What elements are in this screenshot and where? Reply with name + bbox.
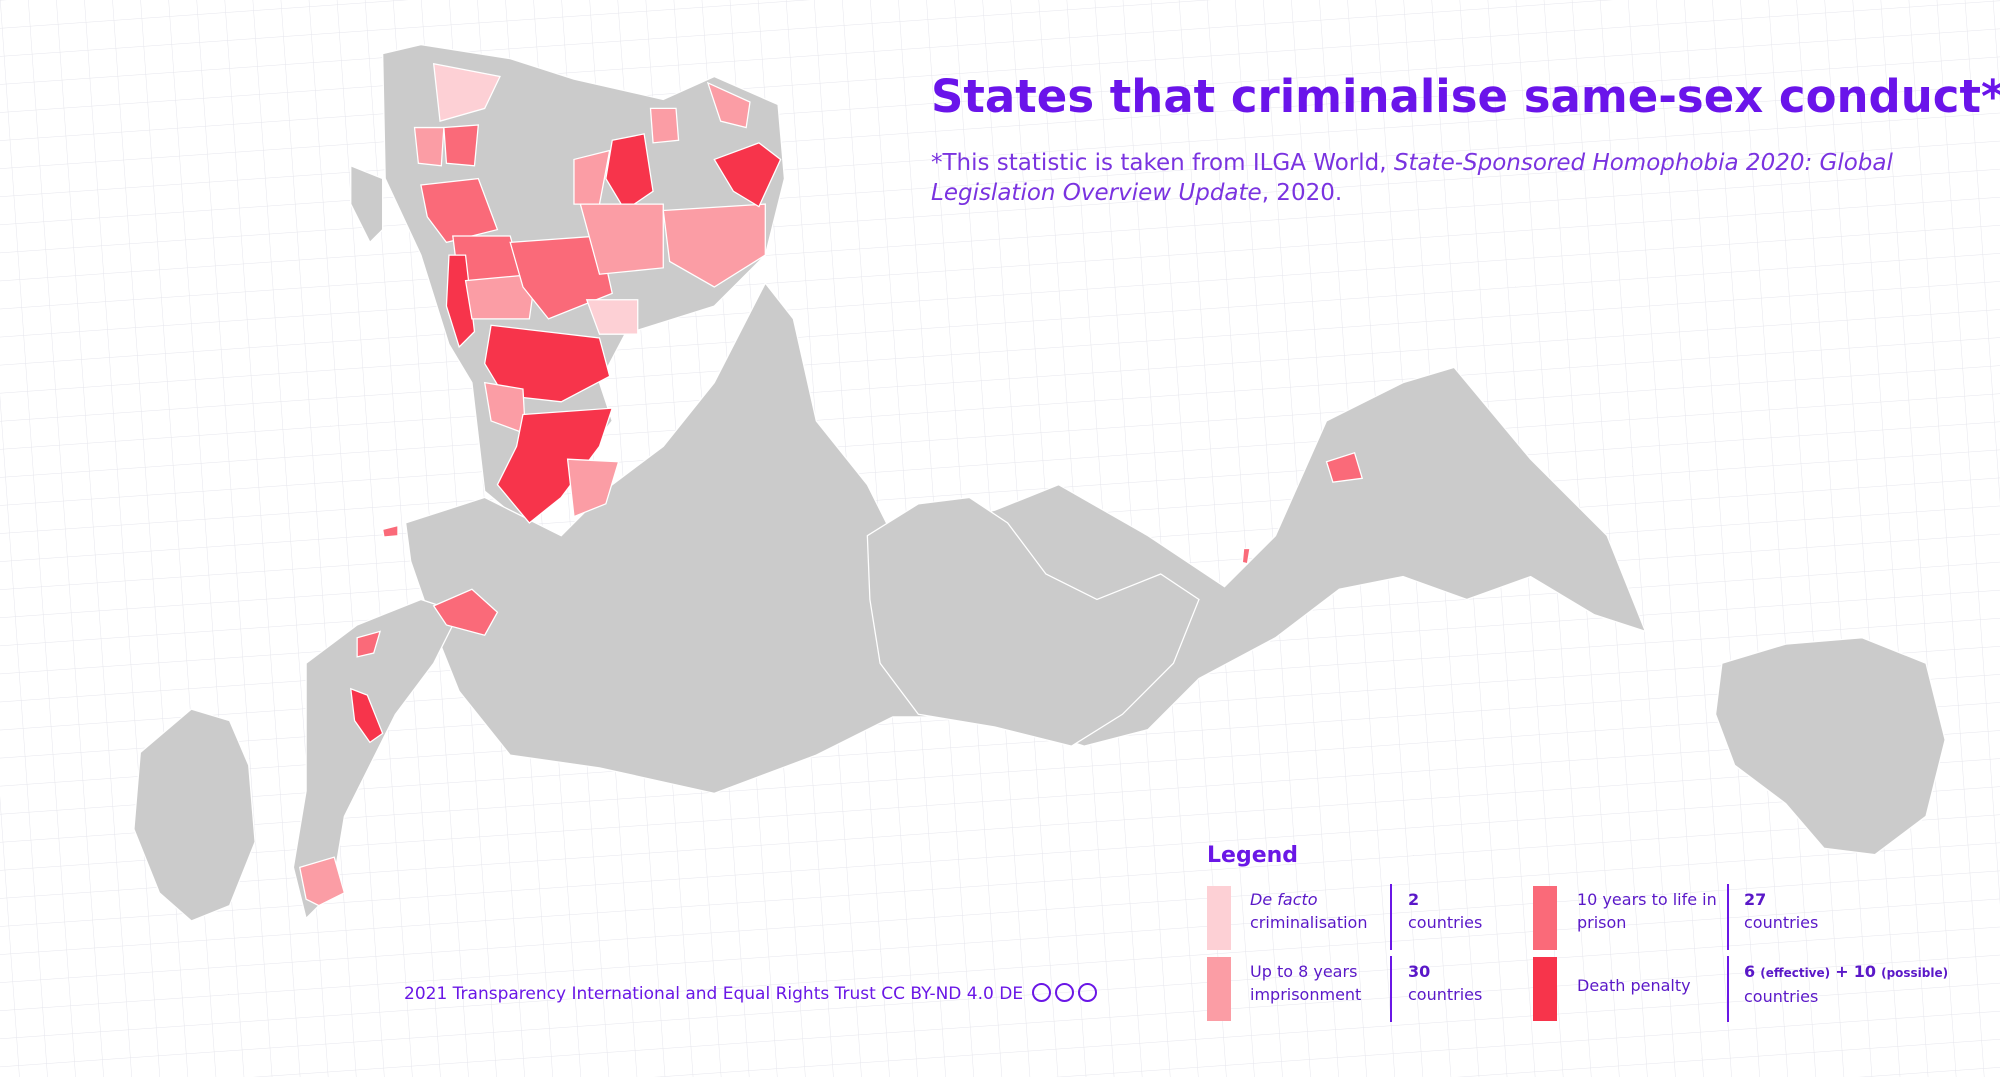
legend-count: 30 countries	[1408, 960, 1648, 1006]
legend-label-text: criminalisation	[1250, 913, 1368, 932]
count: 27	[1744, 890, 1767, 909]
legend-divider	[1390, 956, 1392, 1022]
legend-count: 2 countries	[1408, 888, 1648, 934]
state	[445, 254, 476, 349]
legend-label: Up to 8 years imprisonment	[1250, 962, 1362, 1004]
legend-count: 6 (effective) + 10 (possible) countries	[1744, 960, 1984, 1008]
state	[496, 407, 614, 524]
state	[566, 458, 620, 518]
legend-divider	[1727, 884, 1729, 950]
source-title: State-Sponsored Homophobia 2020: Global …	[931, 150, 1893, 206]
state	[605, 133, 654, 212]
state	[1325, 451, 1364, 483]
land	[133, 708, 256, 922]
subtitle-text: *This statistic is taken from ILGA World…	[931, 150, 1394, 176]
legend-swatch	[1533, 957, 1557, 1021]
credit-text: 2021 Transparency International and Equa…	[404, 984, 1024, 1004]
legend-count: 27 countries	[1744, 888, 1984, 934]
state	[706, 81, 751, 129]
legend-divider	[1390, 884, 1392, 950]
state	[350, 687, 384, 744]
state	[649, 107, 680, 144]
legend-swatch	[1207, 886, 1231, 950]
count-note: (possible)	[1881, 966, 1949, 980]
count-note: (effective)	[1760, 966, 1831, 980]
legend-label: De facto criminalisation	[1250, 888, 1390, 934]
state	[432, 62, 501, 122]
license-icon	[1078, 983, 1098, 1002]
land	[1714, 637, 1946, 856]
state	[1241, 547, 1251, 565]
count-unit: countries	[1744, 987, 1819, 1006]
license-icon	[1055, 983, 1075, 1002]
state	[585, 299, 639, 335]
land	[292, 598, 461, 920]
legend-label: 10 years to life in prison	[1577, 890, 1717, 932]
count: 30	[1408, 962, 1431, 981]
state	[299, 856, 346, 907]
state	[381, 524, 399, 538]
count-unit: countries	[1744, 913, 1819, 932]
state	[509, 235, 613, 320]
count: 2	[1408, 890, 1420, 909]
state	[713, 142, 782, 208]
count: 10	[1853, 962, 1876, 981]
state	[432, 588, 499, 636]
land	[350, 164, 384, 244]
state	[662, 203, 766, 288]
state	[579, 203, 664, 275]
land	[866, 496, 1200, 747]
land	[404, 281, 1647, 795]
legend-label-italic: De facto	[1250, 890, 1318, 909]
legend-heading: Legend	[1207, 843, 1299, 868]
legend-swatch	[1207, 957, 1231, 1021]
subtitle: *This statistic is taken from ILGA World…	[931, 148, 1931, 208]
count-unit: countries	[1408, 913, 1483, 932]
subtitle-text: , 2020.	[1261, 180, 1343, 206]
plus: +	[1835, 962, 1849, 981]
state	[356, 630, 382, 658]
count: 6	[1744, 962, 1756, 981]
legend-swatch	[1533, 886, 1557, 950]
state	[413, 126, 445, 167]
criminalising-states	[299, 62, 1364, 907]
state	[464, 273, 537, 320]
title: States that criminalise same-sex conduct…	[931, 70, 2000, 123]
count-unit: countries	[1408, 985, 1483, 1004]
legend-divider	[1727, 956, 1729, 1022]
legend-label: Death penalty	[1577, 976, 1691, 995]
license-icon	[1032, 983, 1052, 1002]
state	[484, 324, 611, 403]
state	[443, 124, 480, 167]
credit: 2021 Transparency International and Equa…	[404, 983, 1098, 1004]
